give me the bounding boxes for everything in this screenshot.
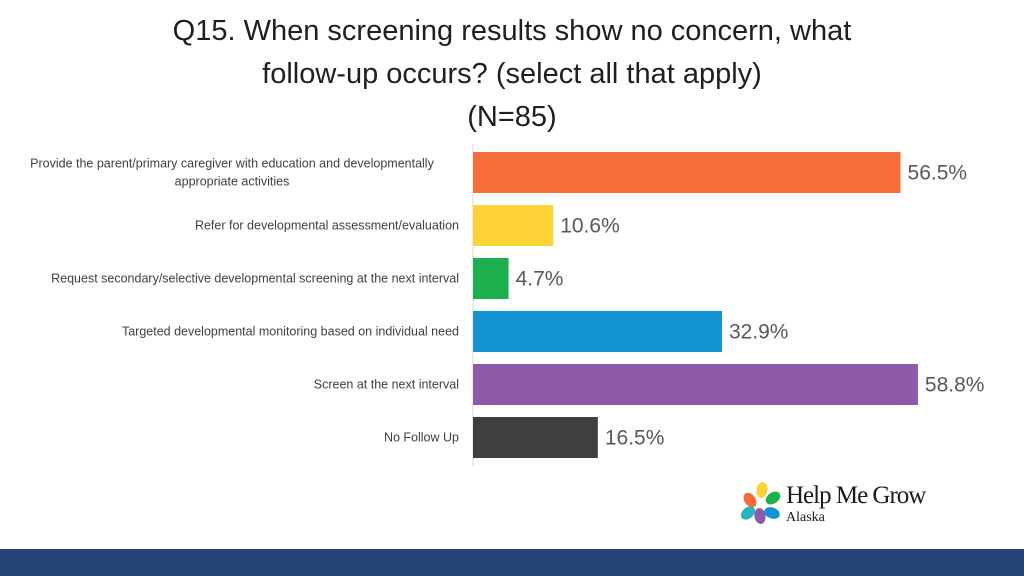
bar	[473, 205, 554, 246]
bar	[473, 152, 901, 193]
chart-title-line3: (N=85)	[467, 101, 557, 133]
category-label: Targeted developmental monitoring based …	[122, 325, 459, 339]
footer-bar	[0, 549, 1024, 576]
category-label: No Follow Up	[384, 431, 459, 445]
chart-title: Q15. When screening results show no conc…	[0, 10, 1024, 139]
data-label: 32.9%	[729, 321, 789, 344]
logo-petal	[765, 491, 781, 505]
category-label: Provide the parent/primary caregiver wit…	[30, 157, 434, 171]
data-label: 4.7%	[516, 268, 564, 291]
bar	[473, 311, 722, 352]
logo-petal	[756, 482, 768, 498]
bar	[473, 417, 598, 458]
logo-petal	[740, 506, 756, 520]
category-label: appropriate activities	[175, 175, 290, 189]
help-me-grow-logo: Help Me Grow Alaska	[736, 480, 936, 530]
data-label: 10.6%	[560, 215, 620, 238]
bar	[473, 258, 509, 299]
category-label: Request secondary/selective developmenta…	[51, 272, 459, 286]
logo-name: Help Me Grow	[786, 482, 926, 509]
logo-petal	[764, 507, 780, 519]
chart-title-line1: Q15. When screening results show no conc…	[172, 15, 852, 47]
chart-title-line2: follow-up occurs? (select all that apply…	[262, 58, 762, 90]
logo-petal	[743, 492, 757, 508]
data-label: 56.5%	[908, 162, 968, 185]
category-label: Refer for developmental assessment/evalu…	[195, 219, 459, 233]
category-label: Screen at the next interval	[314, 378, 459, 392]
data-label: 16.5%	[605, 427, 665, 450]
logo-petal	[754, 508, 766, 524]
bar	[473, 364, 918, 405]
data-label: 58.8%	[925, 374, 985, 397]
logo-region: Alaska	[786, 510, 825, 525]
flower-logo-icon	[740, 482, 781, 524]
